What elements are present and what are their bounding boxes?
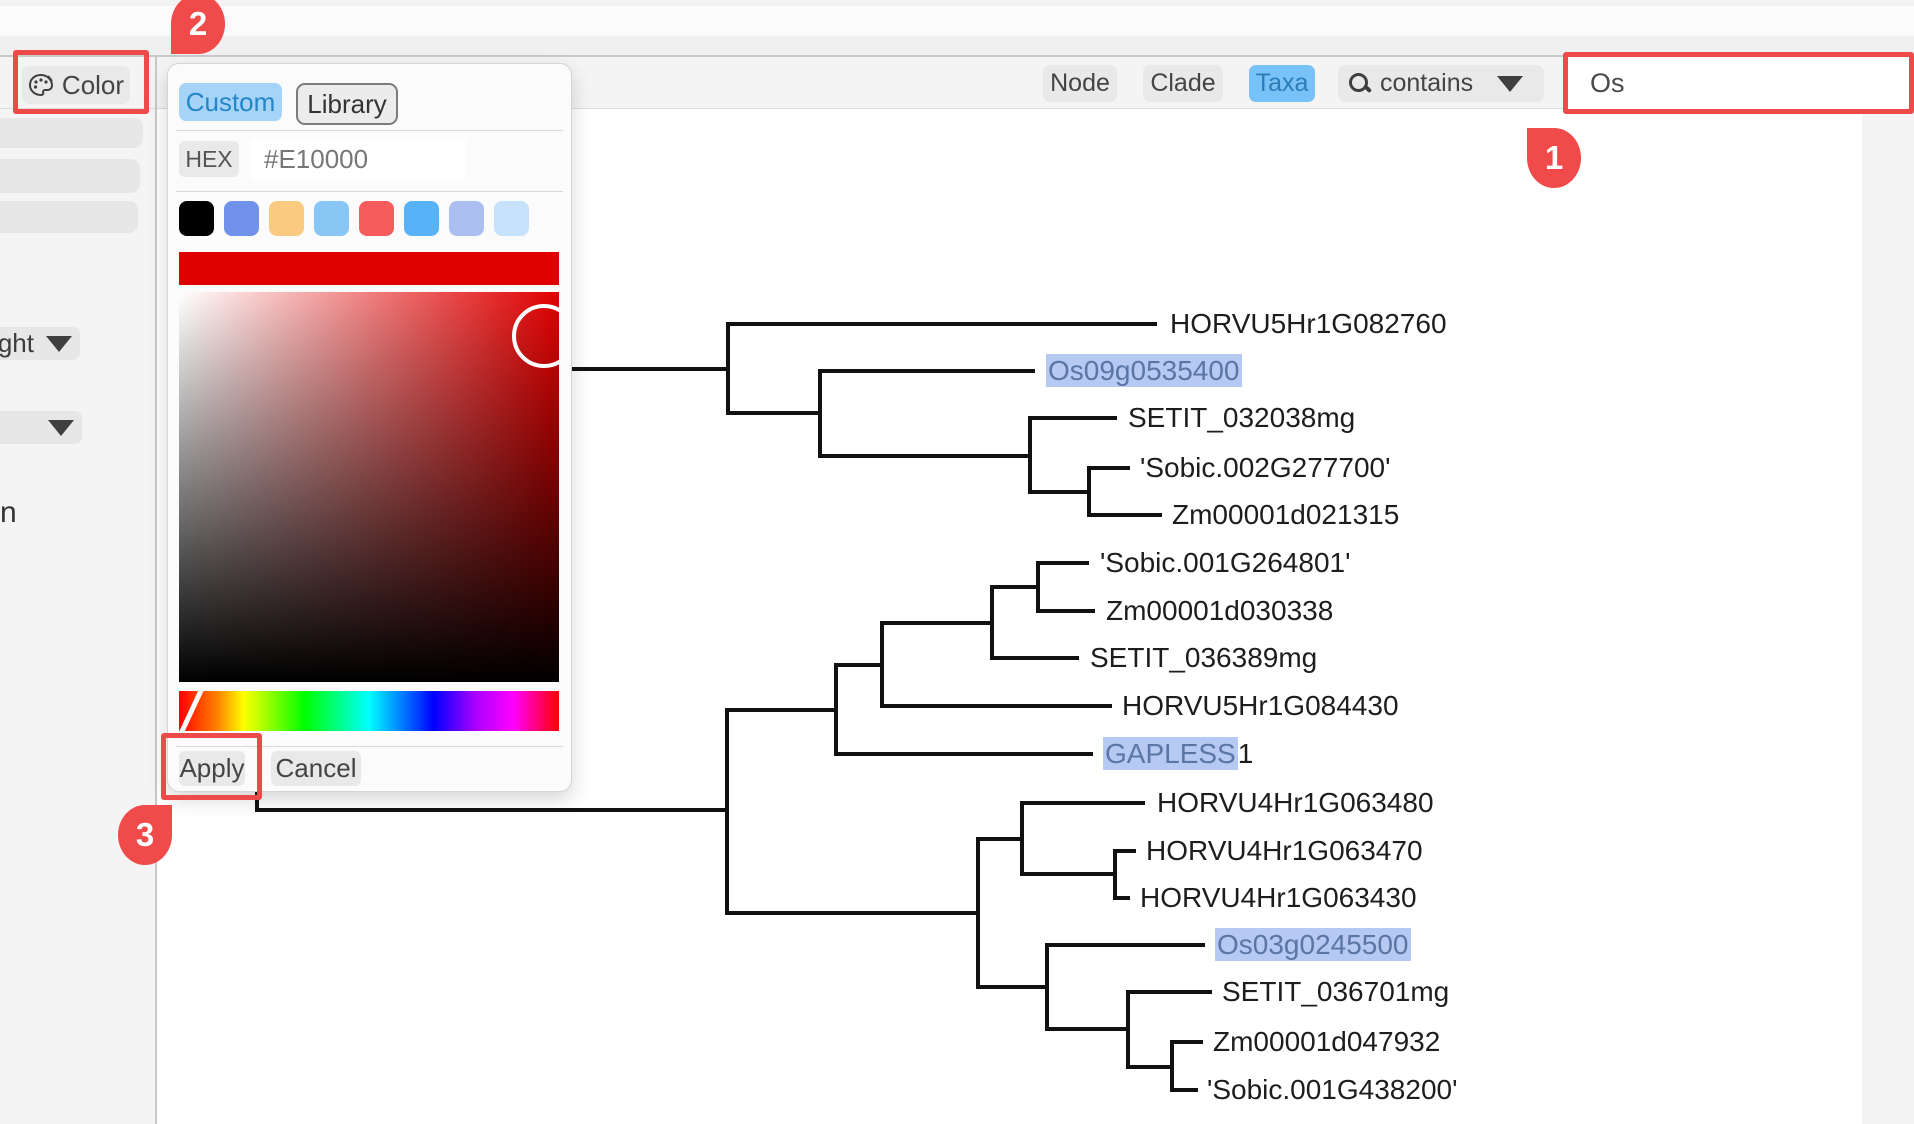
tab-custom-label: Custom <box>185 86 276 117</box>
sidebar <box>0 109 155 1124</box>
annotation-badge-2: 2 <box>171 0 225 54</box>
node-button-label: Node <box>1050 69 1110 97</box>
chevron-down-icon <box>48 419 74 436</box>
taxon-label[interactable]: Os09g0535400 <box>1046 354 1242 388</box>
color-swatch[interactable] <box>494 201 529 236</box>
taxa-button-label: Taxa <box>1255 69 1309 97</box>
color-cursor[interactable] <box>512 304 559 368</box>
search-icon <box>1348 72 1372 96</box>
toolbar-top-divider <box>0 55 1914 57</box>
search-scope-node-button[interactable]: Node <box>1043 65 1117 102</box>
dialog-divider <box>176 130 563 131</box>
cancel-button-label: Cancel <box>275 753 357 783</box>
taxon-label-highlight: Os09g0535400 <box>1046 354 1242 387</box>
taxon-label[interactable]: 'Sobic.002G277700' <box>1140 452 1391 483</box>
tab-library-label: Library <box>307 88 387 119</box>
right-gutter <box>1862 109 1914 1124</box>
taxon-label[interactable]: HORVU5Hr1G082760 <box>1170 308 1447 339</box>
sidebar-button-stub[interactable] <box>0 201 138 233</box>
search-scope-taxa-button[interactable]: Taxa <box>1249 65 1315 102</box>
taxon-label[interactable]: HORVU4Hr1G063430 <box>1140 882 1417 913</box>
taxon-label[interactable]: HORVU4Hr1G063480 <box>1157 787 1434 818</box>
top-band <box>0 0 1914 6</box>
color-button-highlight <box>13 50 149 114</box>
sidebar-dropdown-weight[interactable]: ght <box>0 327 80 360</box>
color-swatch[interactable] <box>404 201 439 236</box>
sidebar-button-stub[interactable] <box>0 159 140 193</box>
apply-button[interactable]: Apply <box>179 751 245 786</box>
saturation-value-area[interactable] <box>179 292 559 682</box>
taxon-label[interactable]: Zm00001d047932 <box>1213 1026 1441 1057</box>
color-button[interactable]: Color <box>22 66 130 104</box>
search-mode-dropdown[interactable]: contains <box>1338 65 1544 102</box>
search-input-value: Os <box>1590 67 1625 98</box>
taxon-label-highlight: Os03g0245500 <box>1215 928 1411 961</box>
palette-icon <box>28 73 53 97</box>
top-band-gray <box>0 36 1914 55</box>
hue-slider[interactable] <box>179 688 559 734</box>
search-input[interactable]: Os <box>1563 52 1914 114</box>
taxon-label-highlight: GAPLESS <box>1103 737 1238 770</box>
color-button-label: Color <box>61 69 125 100</box>
taxon-label[interactable]: SETIT_032038mg <box>1128 402 1356 433</box>
taxon-label[interactable]: 'Sobic.001G438200' <box>1207 1074 1458 1105</box>
sidebar-button-stub[interactable] <box>0 118 143 148</box>
color-picker-dialog: Custom Library HEX #E10000 Apply Cancel <box>167 63 572 792</box>
tab-custom[interactable]: Custom <box>179 83 282 121</box>
annotation-badge-3: 3 <box>118 805 172 865</box>
taxon-label[interactable]: 'Sobic.001G264801' <box>1100 547 1351 578</box>
search-scope-clade-button[interactable]: Clade <box>1143 65 1223 102</box>
taxon-label[interactable]: Os03g0245500 <box>1215 928 1411 962</box>
search-mode-label: contains <box>1380 69 1474 97</box>
hex-label-text: HEX <box>185 145 233 172</box>
cancel-button[interactable]: Cancel <box>271 751 361 786</box>
chevron-down-icon <box>1497 75 1524 92</box>
hue-slider-handle[interactable] <box>179 688 204 734</box>
dialog-divider <box>176 746 563 747</box>
taxon-label[interactable]: SETIT_036701mg <box>1222 976 1450 1007</box>
sidebar-dropdown[interactable] <box>0 411 82 444</box>
dialog-divider <box>176 191 563 192</box>
sidebar-partial-text: n <box>0 496 17 529</box>
badge-number: 3 <box>135 816 155 853</box>
apply-button-label: Apply <box>179 753 245 783</box>
taxon-label[interactable]: Zm00001d021315 <box>1172 499 1400 530</box>
swatch-row <box>179 201 529 236</box>
top-band-light <box>0 6 1914 36</box>
tab-library[interactable]: Library <box>296 83 398 125</box>
color-swatch[interactable] <box>449 201 484 236</box>
color-swatch[interactable] <box>359 201 394 236</box>
hex-label: HEX <box>179 141 239 177</box>
sidebar-dropdown-label: ght <box>0 328 34 358</box>
chevron-down-icon <box>46 335 72 352</box>
taxon-label[interactable]: HORVU4Hr1G063470 <box>1146 835 1423 866</box>
taxon-label[interactable]: HORVU5Hr1G084430 <box>1122 690 1399 721</box>
current-color-bar <box>179 252 559 285</box>
color-swatch[interactable] <box>314 201 349 236</box>
hex-input-value: #E10000 <box>264 143 369 174</box>
apply-button-highlight <box>161 733 262 800</box>
toolbar-bottom-divider <box>0 108 1914 109</box>
taxon-label[interactable]: GAPLESS1 <box>1103 737 1254 770</box>
sidebar-divider <box>155 57 157 1124</box>
clade-button-label: Clade <box>1150 69 1216 97</box>
badge-number: 1 <box>1544 139 1564 176</box>
badge-number: 2 <box>188 5 208 42</box>
annotation-badge-1: 1 <box>1527 128 1581 188</box>
color-swatch[interactable] <box>269 201 304 236</box>
color-swatch[interactable] <box>179 201 214 236</box>
taxon-label[interactable]: Zm00001d030338 <box>1106 595 1334 626</box>
taxon-label[interactable]: SETIT_036389mg <box>1090 642 1318 673</box>
hex-input[interactable]: #E10000 <box>250 139 466 179</box>
color-swatch[interactable] <box>224 201 259 236</box>
